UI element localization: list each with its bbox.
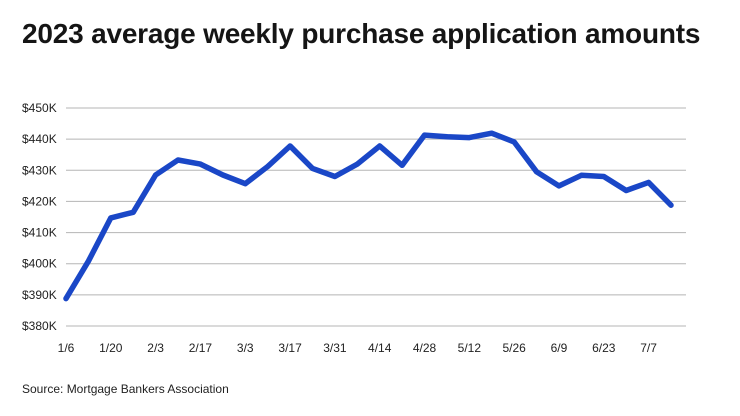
data-point (85, 258, 91, 264)
data-point (601, 174, 607, 180)
x-tick-label: 3/3 (237, 341, 254, 355)
x-tick-label: 3/17 (278, 341, 302, 355)
y-tick-label: $400K (22, 257, 57, 271)
data-point (265, 164, 271, 170)
data-point (511, 139, 517, 145)
x-tick-label: 3/31 (323, 341, 347, 355)
data-point (332, 174, 338, 180)
y-tick-label: $390K (22, 288, 57, 302)
y-tick-label: $450K (22, 101, 57, 115)
data-point (220, 172, 226, 178)
data-point (534, 169, 540, 175)
data-point (197, 161, 203, 167)
chart-title: 2023 average weekly purchase application… (22, 18, 701, 49)
y-tick-label: $410K (22, 226, 57, 240)
data-point (646, 179, 652, 185)
y-tick-label: $380K (22, 319, 57, 333)
data-point (63, 296, 69, 302)
y-tick-label: $440K (22, 132, 57, 146)
y-tick-label: $430K (22, 163, 57, 177)
x-tick-label: 6/23 (592, 341, 616, 355)
data-point (466, 135, 472, 141)
data-point (354, 161, 360, 167)
source-note: Source: Mortgage Bankers Association (22, 382, 229, 396)
x-axis-labels: 1/6 1/20 2/3 2/17 3/3 3/17 3/31 4/14 4/28 5/12 5/2… (58, 341, 658, 355)
data-point (242, 181, 248, 187)
data-point (668, 202, 674, 208)
data-point (130, 209, 136, 215)
data-point (444, 134, 450, 140)
series-line (63, 130, 674, 302)
y-axis-labels: $380K $390K $400K $410K $420K $430K $440K $450K (22, 101, 57, 333)
x-tick-label: 2/3 (147, 341, 164, 355)
data-point (153, 172, 159, 178)
data-point (623, 188, 629, 194)
x-tick-label: 5/26 (502, 341, 526, 355)
data-point (377, 143, 383, 149)
data-point (578, 172, 584, 178)
data-point (287, 143, 293, 149)
x-tick-label: 1/6 (58, 341, 75, 355)
data-point (108, 215, 114, 221)
data-point (175, 157, 181, 163)
data-point (422, 132, 428, 138)
data-point (489, 130, 495, 136)
x-tick-label: 6/9 (551, 341, 568, 355)
x-tick-label: 5/12 (458, 341, 482, 355)
y-tick-label: $420K (22, 194, 57, 208)
data-point (309, 165, 315, 171)
series-group (63, 130, 674, 302)
x-tick-label: 7/7 (640, 341, 657, 355)
data-point (556, 183, 562, 189)
gridlines (66, 107, 686, 327)
x-tick-label: 1/20 (99, 341, 123, 355)
x-tick-label: 4/14 (368, 341, 392, 355)
x-tick-label: 2/17 (189, 341, 213, 355)
data-point (399, 162, 405, 168)
x-tick-label: 4/28 (413, 341, 437, 355)
